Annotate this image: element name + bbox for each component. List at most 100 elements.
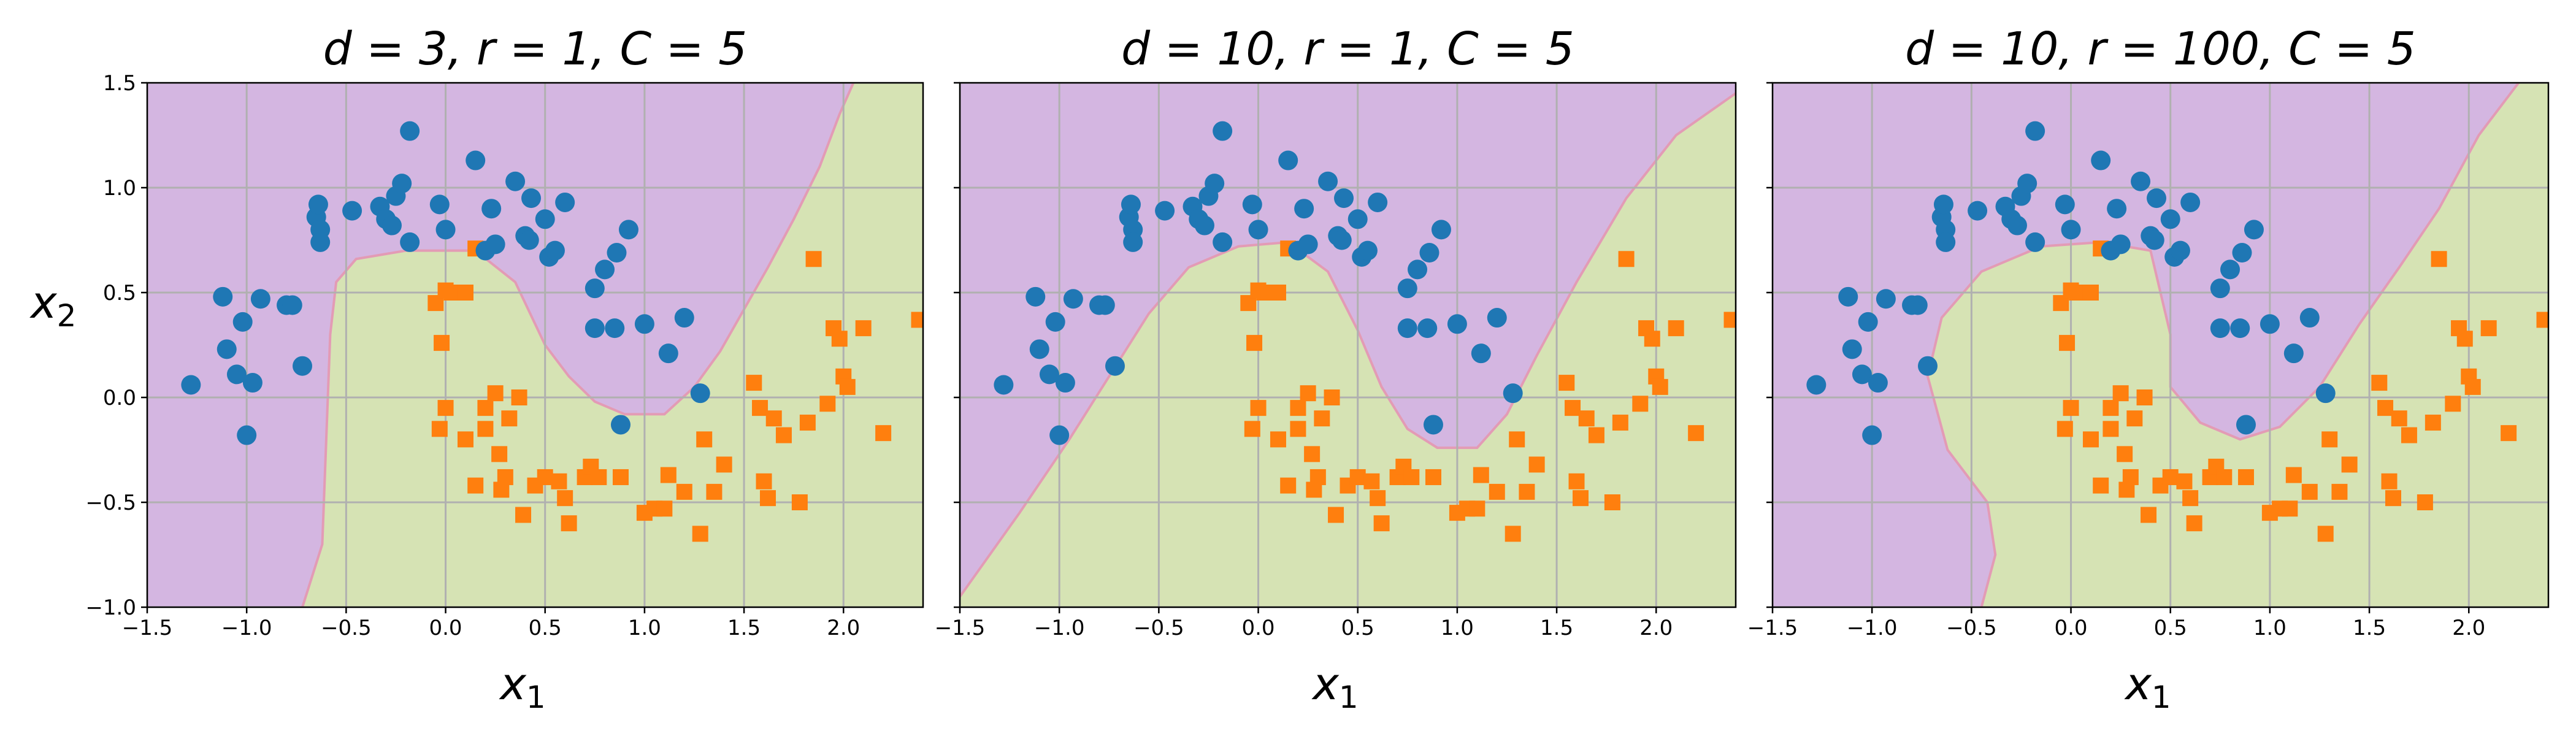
point-class1: [1588, 427, 1604, 443]
point-class0: [1423, 415, 1443, 435]
x-tick-label: −0.5: [321, 616, 372, 640]
subplot-2: −1.5 −1.0 −0.5 0.0 0.5 1.0 1.5 2.0 d = 10, r = 1…: [935, 23, 1737, 715]
point-class1: [2141, 507, 2157, 523]
point-class1: [467, 477, 484, 494]
point-class1: [2126, 410, 2143, 427]
point-class1: [775, 427, 792, 443]
point-class1: [1668, 320, 1684, 337]
point-class0: [217, 339, 237, 359]
point-class1: [1528, 456, 1545, 473]
point-class0: [521, 188, 542, 209]
point-class0: [310, 232, 331, 252]
point-class0: [2017, 174, 2037, 194]
point-class1: [1250, 400, 1267, 416]
point-class1: [434, 335, 450, 351]
point-class0: [1918, 356, 1938, 376]
point-class1: [2391, 410, 2407, 427]
point-class0: [2131, 171, 2151, 191]
point-class1: [805, 251, 822, 267]
y-tick-label: −1.0: [85, 596, 136, 620]
point-class0: [181, 375, 201, 395]
point-class1: [2112, 385, 2129, 402]
point-class1: [1425, 469, 1441, 485]
point-class0: [1862, 425, 1882, 445]
point-class1: [2093, 477, 2109, 494]
point-class1: [2186, 515, 2202, 532]
point-class0: [1838, 286, 1858, 307]
point-class1: [2136, 389, 2153, 405]
point-class0: [607, 243, 627, 263]
point-class0: [2107, 199, 2127, 219]
point-class0: [1487, 308, 1507, 328]
y-tick-label: −0.5: [85, 491, 136, 515]
point-class0: [1194, 215, 1214, 236]
x-tick-label: 1.5: [1540, 616, 1573, 640]
point-class0: [545, 240, 565, 261]
axes-frame: [959, 82, 1737, 608]
point-class0: [1419, 243, 1439, 263]
x-tick-label: 1.0: [628, 616, 661, 640]
point-class0: [237, 425, 257, 445]
point-class1: [1290, 421, 1306, 437]
plot-area: [147, 83, 923, 607]
point-class0: [1248, 220, 1268, 240]
point-class0: [2025, 121, 2045, 141]
point-class0: [213, 286, 233, 307]
subplot-title: d = 10, r = 1, C = 5: [1121, 23, 1574, 75]
point-class1: [1652, 378, 1668, 395]
point-class1: [2285, 467, 2302, 483]
point-class1: [1644, 331, 1660, 347]
point-class0: [1242, 194, 1262, 215]
plots-group: −1.5 −1.0 −0.5 0.0 0.5 1.0 1.5 2.0−1.0−0.50.00.…: [29, 23, 2550, 715]
point-class0: [1334, 188, 1354, 209]
point-class0: [481, 199, 502, 219]
point-class0: [392, 174, 412, 194]
plot-area: [960, 83, 1736, 607]
point-class1: [911, 312, 923, 328]
point-class0: [1968, 201, 1988, 221]
point-class1: [1309, 469, 1326, 485]
point-class1: [1519, 483, 1535, 500]
point-class0: [618, 220, 638, 240]
point-class1: [1300, 385, 1316, 402]
point-class1: [2063, 400, 2079, 416]
point-class1: [746, 375, 762, 391]
x-tick-label: 0.0: [1241, 616, 1275, 640]
point-class0: [2025, 232, 2045, 252]
point-class0: [1933, 194, 1953, 215]
point-class0: [1121, 194, 1141, 215]
point-class1: [1469, 500, 1485, 517]
point-class0: [1332, 230, 1352, 250]
point-class0: [2299, 308, 2320, 328]
y-axis-label: x2: [29, 277, 76, 334]
point-class1: [2103, 421, 2119, 437]
point-class1: [537, 469, 553, 485]
point-class0: [2210, 318, 2230, 339]
point-class0: [1431, 220, 1451, 240]
point-class0: [2315, 383, 2336, 404]
point-class0: [1294, 199, 1314, 219]
point-class0: [466, 150, 486, 171]
point-class0: [2230, 318, 2250, 339]
point-class1: [696, 431, 713, 448]
point-class0: [1205, 174, 1225, 194]
point-class1: [1612, 415, 1628, 431]
point-class0: [1095, 295, 1115, 315]
point-class0: [242, 373, 263, 393]
point-class1: [2371, 375, 2388, 391]
point-class1: [487, 385, 504, 402]
point-class0: [505, 171, 526, 191]
point-class0: [2232, 243, 2252, 263]
point-class0: [1029, 339, 1049, 359]
point-class1: [501, 410, 518, 427]
point-class0: [1397, 278, 1417, 299]
point-class1: [2480, 320, 2497, 337]
x-axis-label: x1: [2124, 658, 2171, 715]
point-class0: [1055, 373, 1075, 393]
point-class0: [585, 278, 605, 299]
point-class0: [1876, 289, 1896, 309]
point-class0: [690, 383, 710, 404]
x-tick-label: 1.5: [727, 616, 761, 640]
point-class1: [2162, 469, 2179, 485]
